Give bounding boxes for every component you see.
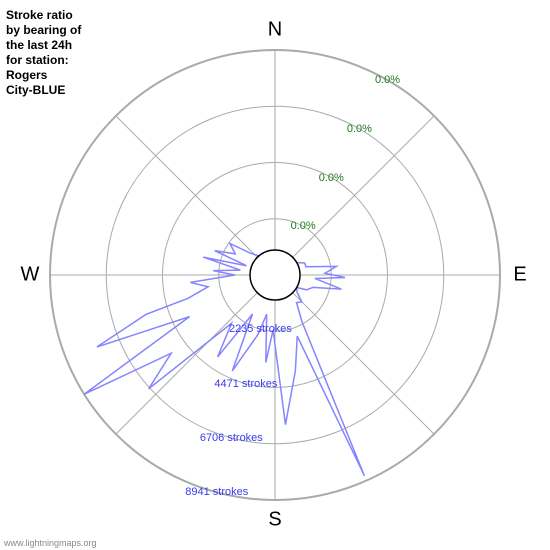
ring-top-label: 0.0%: [291, 220, 316, 232]
chart-svg: [0, 0, 550, 550]
ring-top-label: 0.0%: [375, 74, 400, 86]
ring-bot-label: 4471 strokes: [214, 378, 277, 390]
chart-title: Stroke ratio by bearing of the last 24h …: [6, 8, 81, 98]
cardinal-e: E: [513, 264, 526, 287]
cardinal-s: S: [268, 509, 281, 532]
polar-chart: Stroke ratio by bearing of the last 24h …: [0, 0, 550, 550]
cardinal-w: W: [21, 264, 40, 287]
ring-top-label: 0.0%: [319, 172, 344, 184]
attribution: www.lightningmaps.org: [4, 538, 97, 548]
ring-bot-label: 8941 strokes: [185, 486, 248, 498]
ring-top-label: 0.0%: [347, 123, 372, 135]
ring-bot-label: 6706 strokes: [200, 432, 263, 444]
cardinal-n: N: [268, 19, 282, 42]
ring-bot-label: 2235 strokes: [229, 323, 292, 335]
